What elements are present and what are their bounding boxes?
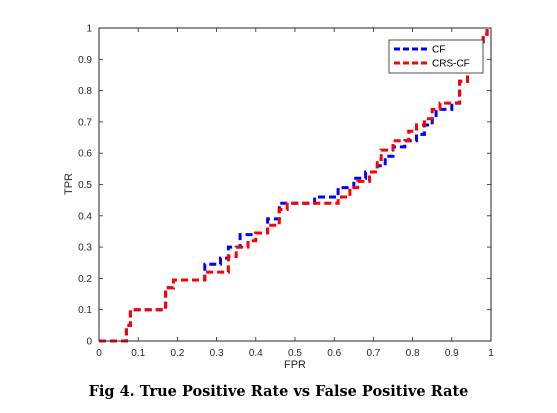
y-tick-label: 0.1: [78, 305, 92, 316]
y-tick-label: 0.6: [78, 149, 92, 160]
plot-area: [99, 28, 491, 341]
x-tick-label: 0.4: [249, 348, 263, 359]
x-tick-label: 1: [488, 348, 494, 359]
y-tick-label: 1: [86, 24, 92, 35]
y-tick-label: 0.8: [78, 86, 92, 97]
legend-label-cf: CF: [432, 45, 445, 56]
x-tick-label: 0.7: [366, 348, 380, 359]
y-tick-labels: 0 0.1 0.2 0.3 0.4 0.5 0.6 0.7 0.8 0.9 1: [78, 24, 92, 348]
y-tick-label: 0: [86, 337, 92, 348]
x-tick-label: 0.5: [288, 348, 302, 359]
x-tick-label: 0.9: [445, 348, 459, 359]
y-tick-label: 0.5: [78, 180, 92, 191]
y-tick-label: 0.2: [78, 274, 92, 285]
legend-box: [388, 39, 484, 74]
series-line-crs-cf: [99, 28, 489, 343]
y-tick-label: 0.4: [78, 211, 92, 222]
axes-box: [98, 27, 492, 342]
x-tick-label: 0.8: [406, 348, 420, 359]
y-tick-label: 0.7: [78, 117, 92, 128]
x-tick-label: 0.2: [170, 348, 184, 359]
series-layer: [99, 28, 489, 343]
x-tick-label: 0: [96, 348, 102, 359]
figure-caption: Fig 4. True Positive Rate vs False Posit…: [88, 383, 469, 400]
x-tick-label: 0.6: [327, 348, 341, 359]
x-axis-label: FPR: [284, 359, 306, 371]
x-tick-label: 0.3: [210, 348, 224, 359]
y-tick-label: 0.3: [78, 243, 92, 254]
x-tick-label: 0.1: [131, 348, 145, 359]
x-tick-labels: 0 0.1 0.2 0.3 0.4 0.5 0.6 0.7 0.8 0.9 1: [96, 348, 494, 359]
y-axis-label: TPR: [63, 173, 75, 195]
legend: CF CRS-CF: [388, 39, 484, 74]
legend-label-crs-cf: CRS-CF: [432, 59, 470, 70]
y-tick-label: 0.9: [78, 55, 92, 66]
